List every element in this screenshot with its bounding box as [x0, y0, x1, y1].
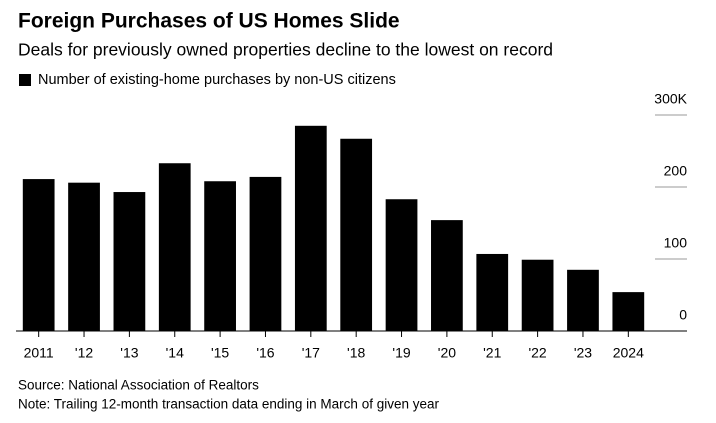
bar: [204, 181, 236, 331]
x-tick-label: '15: [211, 345, 229, 361]
bar: [158, 163, 191, 331]
y-tick-label: 200: [664, 163, 688, 179]
x-tick-label: '21: [483, 345, 501, 361]
bar: [340, 138, 373, 331]
bar: [22, 179, 55, 331]
bar: [431, 220, 463, 331]
bar: [249, 176, 282, 331]
bar: [113, 192, 146, 331]
bar: [385, 199, 418, 331]
x-tick-label: '20: [438, 345, 456, 361]
bar: [612, 292, 645, 331]
x-tick-label: '23: [574, 345, 592, 361]
x-tick-label: '14: [166, 345, 184, 361]
legend-swatch: [19, 74, 31, 86]
y-tick-label: 100: [664, 235, 688, 251]
legend-label: Number of existing-home purchases by non…: [38, 72, 396, 88]
x-tick-label: '13: [120, 345, 138, 361]
chart-title: Foreign Purchases of US Homes Slide: [18, 10, 400, 33]
x-tick-label: '16: [256, 345, 274, 361]
y-tick-label: 300K: [654, 91, 687, 107]
source: Source: National Association of Realtors: [18, 378, 259, 393]
bar: [68, 182, 100, 331]
bar: [294, 125, 327, 331]
bar: [567, 269, 599, 331]
y-tick-label: 0: [679, 307, 687, 323]
chart-subtitle: Deals for previously owned properties de…: [18, 40, 553, 60]
bar: [476, 253, 509, 331]
x-tick-label: '19: [392, 345, 410, 361]
bar: [521, 259, 554, 331]
x-tick-label: 2011: [24, 345, 54, 361]
x-tick-label: 2024: [613, 345, 644, 361]
x-tick-label: '12: [75, 345, 93, 361]
note: Note: Trailing 12-month transaction data…: [18, 397, 439, 412]
x-tick-label: '22: [528, 345, 546, 361]
x-tick-label: '18: [347, 345, 365, 361]
x-tick-label: '17: [302, 345, 320, 361]
